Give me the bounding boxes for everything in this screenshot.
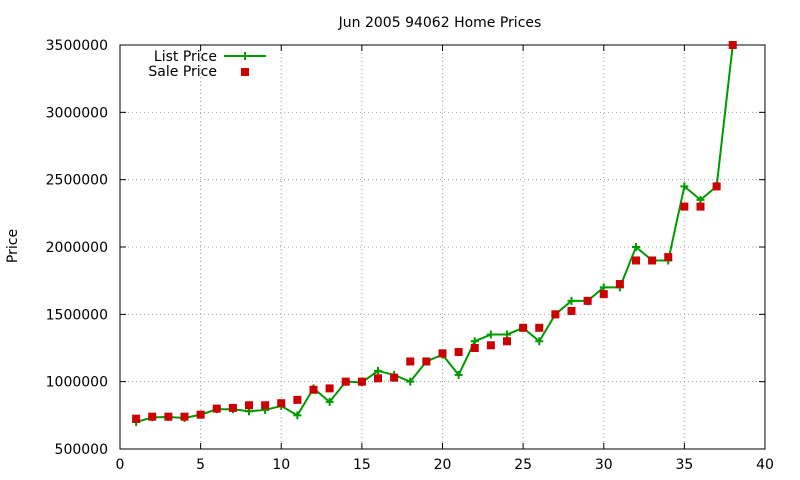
list-price-point [374,366,382,375]
y-tick-label: 3500000 [46,38,108,54]
list-price-point [454,370,463,379]
legend-swatch-sale-price [241,68,249,76]
sale-price-point [261,401,270,410]
y-tick-label: 3000000 [46,105,108,121]
legend-label-sale-price: Sale Price [148,64,217,80]
sale-price-point [632,256,640,265]
sale-price-point [519,323,528,332]
x-tick-label: 0 [116,457,125,473]
sale-price-point [599,290,608,299]
sale-price-point [390,373,399,382]
sale-price-point [132,414,141,423]
sale-price-point [648,256,657,265]
sale-price-point [293,395,302,404]
sale-price-point [470,344,479,352]
sale-price-point [164,412,173,421]
sale-price-point [712,182,721,191]
sale-price-point [728,41,737,49]
sale-price-point [180,412,189,421]
sale-price-point [486,341,495,350]
list-price-line [135,44,734,424]
list-price-point [470,337,479,346]
sale-price-point [374,374,382,383]
sale-price-point [277,399,286,408]
x-tick-label: 30 [595,457,613,473]
series-layer [132,41,737,427]
y-tick-label: 2000000 [46,240,108,256]
x-tick-label: 10 [272,457,290,473]
sale-price-point [567,306,576,315]
sale-price-point [212,404,221,413]
axes-layer: 0 5 10 15 20 25 30 35 40 500000 1000000 1500000 2000… [46,38,774,473]
x-tick-label: 15 [353,457,371,473]
list-price-point [599,283,608,292]
y-tick-label: 1500000 [46,307,108,323]
list-price-point [680,182,689,191]
list-price-point [503,330,511,339]
sale-price-point [503,337,511,346]
sale-price-point [357,377,366,386]
sale-price-point [309,385,318,394]
list-price-point [696,195,705,204]
x-tick-label: 40 [756,457,774,473]
sale-price-point [664,253,673,262]
list-price-point [535,337,544,346]
sale-price-point [551,310,560,319]
x-tick-label: 20 [434,457,452,473]
y-tick-label: 1000000 [46,375,108,391]
list-price-point [325,397,334,406]
y-tick-label: 2500000 [46,173,108,189]
grid-layer [120,45,765,449]
sale-price-point [148,412,157,421]
list-price-point [406,377,415,386]
sale-price-point [325,384,334,393]
sale-price-point [341,377,350,386]
sale-price-point [406,357,415,366]
list-price-point [486,330,495,339]
sale-price-point [696,202,705,211]
sale-price-point [615,280,624,289]
x-tick-label: 35 [675,457,693,473]
x-tick-label: 5 [196,457,205,473]
list-price-point [567,296,576,305]
sale-price-point [196,410,205,419]
sale-price-point [422,357,431,366]
y-axis-label: Price [5,229,21,263]
sale-price-point [438,349,447,358]
y-tick-label: 500000 [55,442,108,458]
list-price-point [632,243,640,251]
sale-price-point [454,348,463,357]
sale-price-point [535,323,544,332]
chart-title: Jun 2005 94062 Home Prices [338,15,542,31]
sale-price-point [228,403,237,412]
legend-label-list-price: List Price [154,49,217,65]
sale-price-point [680,202,689,211]
sale-price-point [245,401,253,410]
list-price-point [293,411,302,420]
sale-price-point [583,296,592,305]
x-tick-label: 25 [514,457,532,473]
